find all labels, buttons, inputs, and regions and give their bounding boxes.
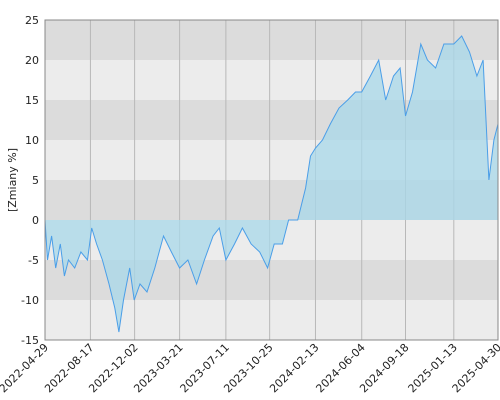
y-tick-label: -5: [28, 254, 39, 267]
y-tick-label: 20: [25, 54, 39, 67]
y-tick-label: -10: [21, 294, 39, 307]
y-tick-label: 25: [25, 14, 39, 27]
grid-band: [45, 20, 498, 60]
y-tick-label: 0: [32, 214, 39, 227]
line: [44, 35, 499, 333]
y-tick-label: 15: [25, 94, 39, 107]
y-axis-label: [Zmiany %]: [6, 148, 19, 212]
grid-band: [45, 300, 498, 340]
y-tick-label: -15: [21, 334, 39, 347]
area: [45, 36, 498, 332]
y-tick-label: 5: [32, 174, 39, 187]
y-tick-label: 10: [25, 134, 39, 147]
plot-border: [44, 19, 499, 341]
